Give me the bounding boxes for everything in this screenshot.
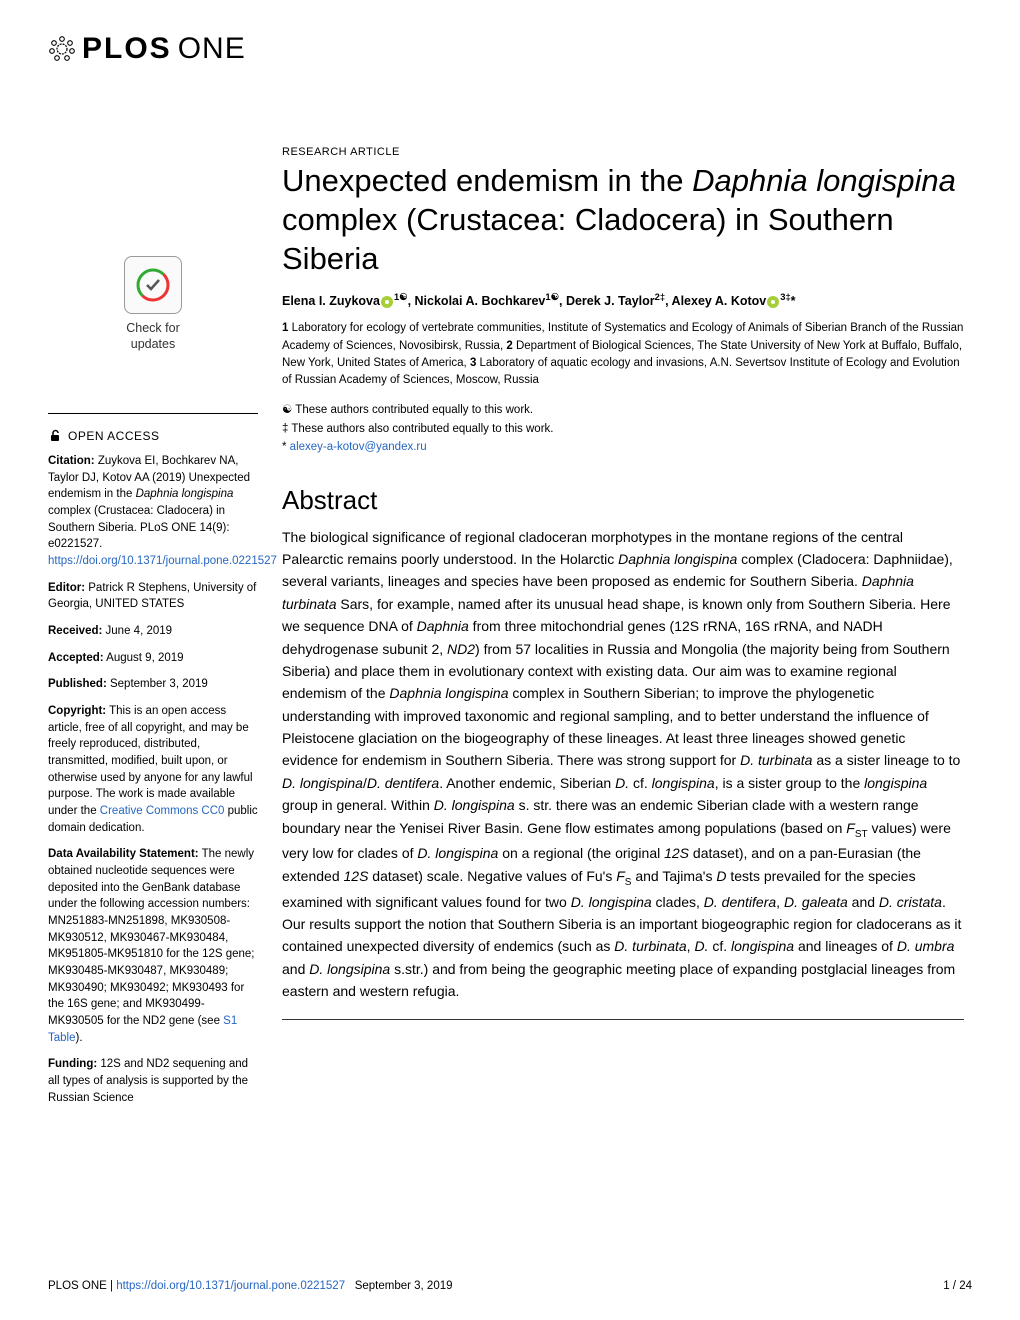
open-access-text: OPEN ACCESS	[68, 428, 160, 445]
title-italic: Daphnia longispina	[692, 163, 956, 198]
footer-doi-link[interactable]: https://doi.org/10.1371/journal.pone.022…	[116, 1280, 345, 1292]
funding-label: Funding:	[48, 1058, 97, 1070]
received-text: June 4, 2019	[102, 625, 172, 637]
footer-date: September 3, 2019	[355, 1280, 453, 1292]
author-3-sup: 2‡	[655, 292, 665, 302]
author-1-sup: 1☯	[394, 292, 408, 302]
title-pre: Unexpected endemism in the	[282, 163, 692, 198]
citation-italic: Daphnia longispina	[136, 488, 234, 500]
editor-section: Editor: Patrick R Stephens, University o…	[48, 580, 258, 613]
footer-journal: PLOS ONE |	[48, 1280, 116, 1292]
accepted-section: Accepted: August 9, 2019	[48, 650, 258, 667]
sidebar-divider	[48, 413, 258, 414]
author-notes: ☯ These authors contributed equally to t…	[282, 401, 964, 456]
citation-label: Citation:	[48, 455, 95, 467]
article-type: RESEARCH ARTICLE	[282, 146, 964, 158]
accepted-text: August 9, 2019	[104, 652, 184, 664]
citation-section: Citation: Zuykova EI, Bochkarev NA, Tayl…	[48, 453, 258, 570]
affiliations: 1 Laboratory for ecology of vertebrate c…	[282, 320, 964, 389]
page-footer: PLOS ONE | https://doi.org/10.1371/journ…	[48, 1280, 972, 1292]
check-updates-line1: Check for	[126, 321, 180, 335]
orcid-icon[interactable]	[767, 296, 779, 308]
equal-contrib-2: ‡ These authors also contributed equally…	[282, 420, 964, 438]
author-4: Alexey A. Kotov	[672, 294, 767, 308]
data-availability-section: Data Availability Statement: The newly o…	[48, 846, 258, 1046]
open-access-badge: OPEN ACCESS	[48, 428, 258, 445]
copyright-label: Copyright:	[48, 705, 106, 717]
published-section: Published: September 3, 2019	[48, 676, 258, 693]
logo-text-one: ONE	[178, 32, 246, 66]
data-text2: ).	[76, 1032, 83, 1044]
copyright-section: Copyright: This is an open access articl…	[48, 703, 258, 836]
author-2: Nickolai A. Bochkarev	[415, 294, 546, 308]
copyright-text1: This is an open access article, free of …	[48, 705, 253, 817]
editor-label: Editor:	[48, 582, 85, 594]
equal-contrib-1: ☯ These authors contributed equally to t…	[282, 401, 964, 419]
published-label: Published:	[48, 678, 107, 690]
crossmark-icon	[124, 256, 182, 314]
check-updates-line2: updates	[131, 337, 175, 351]
cc0-link[interactable]: Creative Commons CC0	[100, 805, 225, 817]
open-lock-icon	[48, 429, 62, 443]
data-text1: The newly obtained nucleotide sequences …	[48, 848, 255, 1027]
title-post: complex (Crustacea: Cladocera) in Southe…	[282, 202, 894, 276]
author-2-sup: 1☯	[545, 292, 559, 302]
article-title: Unexpected endemism in the Daphnia longi…	[282, 162, 964, 278]
check-updates-widget[interactable]: Check for updates	[48, 256, 258, 353]
logo-text-plos: PLOS	[82, 32, 172, 66]
abstract-heading: Abstract	[282, 485, 964, 516]
abstract-body: The biological significance of regional …	[282, 526, 964, 1003]
plos-logo-icon	[48, 35, 76, 63]
accepted-label: Accepted:	[48, 652, 104, 664]
received-label: Received:	[48, 625, 102, 637]
orcid-icon[interactable]	[381, 296, 393, 308]
author-4-sup: 3‡	[780, 292, 790, 302]
footer-page-number: 1 / 24	[943, 1280, 972, 1292]
sidebar: Check for updates OPEN ACCESS Citation: …	[48, 146, 258, 1116]
content-divider	[282, 1019, 964, 1020]
authors-list: Elena I. Zuykova1☯, Nickolai A. Bochkare…	[282, 292, 964, 308]
published-text: September 3, 2019	[107, 678, 208, 690]
corresponding-symbol: *	[282, 441, 290, 453]
data-label: Data Availability Statement:	[48, 848, 199, 860]
citation-text2: complex (Crustacea: Cladocera) in Southe…	[48, 505, 230, 550]
citation-doi-link[interactable]: https://doi.org/10.1371/journal.pone.022…	[48, 555, 277, 567]
author-1: Elena I. Zuykova	[282, 294, 380, 308]
article-content: RESEARCH ARTICLE Unexpected endemism in …	[282, 146, 972, 1116]
corresponding-email[interactable]: alexey-a-kotov@yandex.ru	[290, 441, 427, 453]
received-section: Received: June 4, 2019	[48, 623, 258, 640]
author-3: Derek J. Taylor	[566, 294, 655, 308]
journal-logo: PLOS ONE	[48, 32, 1020, 66]
funding-section: Funding: 12S and ND2 sequening and all t…	[48, 1056, 258, 1106]
